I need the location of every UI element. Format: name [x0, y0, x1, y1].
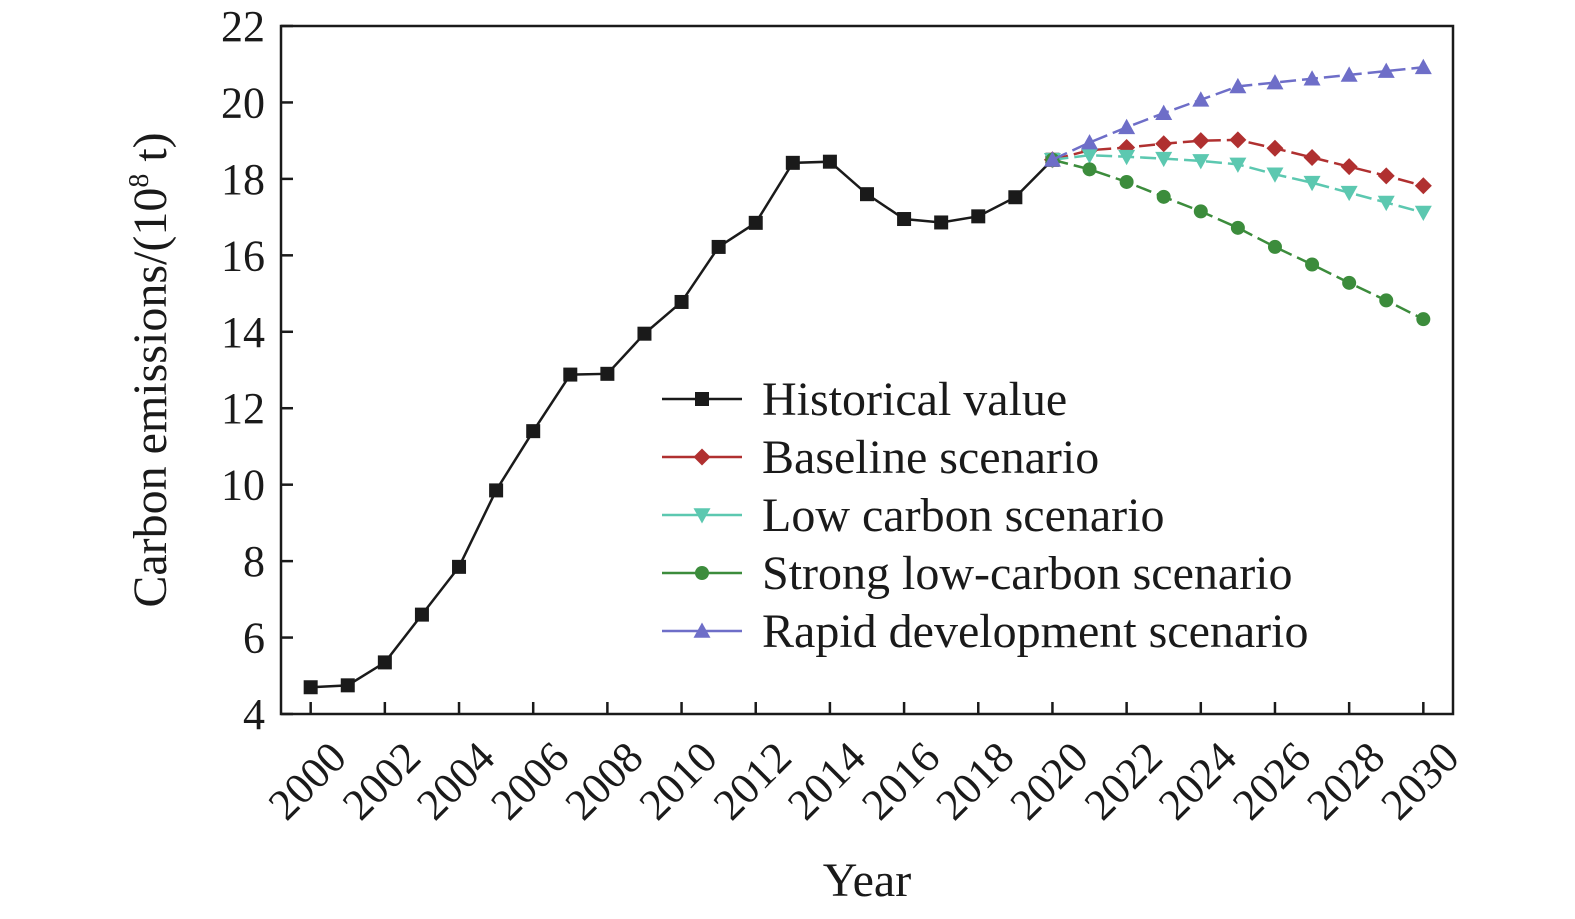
series-layer [303, 58, 1432, 695]
y-axis-label-superscript: 8 [124, 174, 155, 188]
data-point [1229, 77, 1247, 94]
data-point [1305, 257, 1320, 272]
data-point [748, 215, 763, 230]
legend-label: Baseline scenario [762, 431, 1099, 484]
plot-area-frame [279, 24, 1455, 716]
data-point [1118, 149, 1136, 166]
legend-item: Strong low-carbon scenario [662, 547, 1293, 600]
legend-item: Baseline scenario [662, 431, 1099, 484]
data-point [934, 215, 949, 230]
y-tick-label: 10 [221, 461, 265, 510]
data-point [1192, 91, 1210, 107]
legend-item: Historical value [662, 373, 1067, 426]
legend-label: Rapid development scenario [762, 605, 1309, 658]
legend-swatch-marker [695, 566, 709, 580]
y-tick-label: 6 [243, 614, 265, 663]
data-point [1156, 189, 1171, 204]
data-point [1192, 154, 1210, 170]
legend-swatch-marker [695, 392, 709, 406]
data-point [1229, 131, 1247, 149]
data-point [1155, 151, 1173, 168]
data-point [1082, 162, 1097, 177]
data-point [1303, 70, 1321, 86]
data-point [1229, 157, 1247, 173]
legend-swatch-marker [693, 508, 711, 524]
data-point [340, 678, 355, 693]
y-axis-label-suffix: t) [124, 132, 177, 173]
data-point [1303, 175, 1321, 192]
series-2 [1043, 148, 1432, 222]
legend-label: Low carbon scenario [762, 489, 1165, 542]
data-point [1192, 132, 1210, 150]
data-point [452, 559, 467, 574]
data-point [971, 209, 986, 224]
data-point [563, 367, 578, 382]
y-tick-label: 18 [221, 155, 265, 204]
data-point [1414, 177, 1432, 195]
data-point [1340, 158, 1358, 176]
data-point [1303, 148, 1321, 166]
data-point [1043, 151, 1061, 167]
data-point [637, 326, 652, 341]
data-point [600, 366, 615, 381]
data-point [674, 294, 689, 309]
y-tick-label: 16 [221, 231, 265, 280]
data-point [711, 239, 726, 254]
data-point [414, 607, 429, 622]
data-point [377, 655, 392, 670]
data-point [1414, 58, 1432, 75]
series-0 [303, 152, 1060, 695]
data-point [1081, 134, 1099, 150]
y-tick-label: 4 [243, 690, 265, 739]
data-point [1416, 312, 1431, 327]
data-point [1193, 204, 1208, 219]
data-point [1267, 239, 1282, 254]
data-point [860, 187, 874, 202]
y-tick-label: 22 [221, 2, 265, 51]
y-tick-label: 12 [221, 384, 265, 433]
series-4 [1043, 58, 1432, 167]
data-point [1377, 167, 1395, 185]
data-point [1230, 220, 1245, 235]
legend-item: Rapid development scenario [662, 605, 1309, 658]
y-tick-label: 8 [243, 537, 265, 586]
data-point [1008, 190, 1023, 205]
data-point [1340, 185, 1358, 202]
legend-label: Historical value [762, 373, 1067, 426]
data-point [1266, 74, 1284, 90]
data-point [1342, 275, 1357, 290]
data-point [1081, 148, 1099, 164]
data-point [1377, 195, 1395, 212]
legend-item: Low carbon scenario [662, 489, 1165, 542]
data-point [1377, 62, 1395, 78]
legend-label: Strong low-carbon scenario [762, 547, 1293, 600]
data-point [1118, 118, 1136, 135]
data-point [1414, 205, 1432, 222]
data-point [1119, 174, 1134, 189]
data-point [1155, 104, 1173, 120]
data-point [1379, 293, 1394, 308]
series-line [1052, 158, 1424, 321]
data-point [526, 424, 541, 439]
y-axis-label-main: Carbon emissions/(10 [124, 188, 177, 608]
data-point [1266, 167, 1284, 183]
y-tick-label: 14 [221, 308, 265, 357]
data-point [1266, 139, 1284, 157]
y-tick-label: 20 [221, 78, 265, 127]
y-axis-label: Carbon emissions/(108 t) [124, 132, 177, 607]
data-point [897, 212, 912, 227]
data-point [1155, 135, 1173, 153]
legend-swatch-marker [693, 622, 711, 638]
x-axis-label: Year [823, 854, 911, 907]
series-3 [1045, 152, 1431, 327]
legend-swatch-marker [693, 448, 711, 466]
data-point [822, 154, 837, 169]
data-point [489, 483, 504, 498]
data-point [303, 680, 318, 695]
data-point [1340, 66, 1358, 82]
data-point [785, 155, 800, 170]
